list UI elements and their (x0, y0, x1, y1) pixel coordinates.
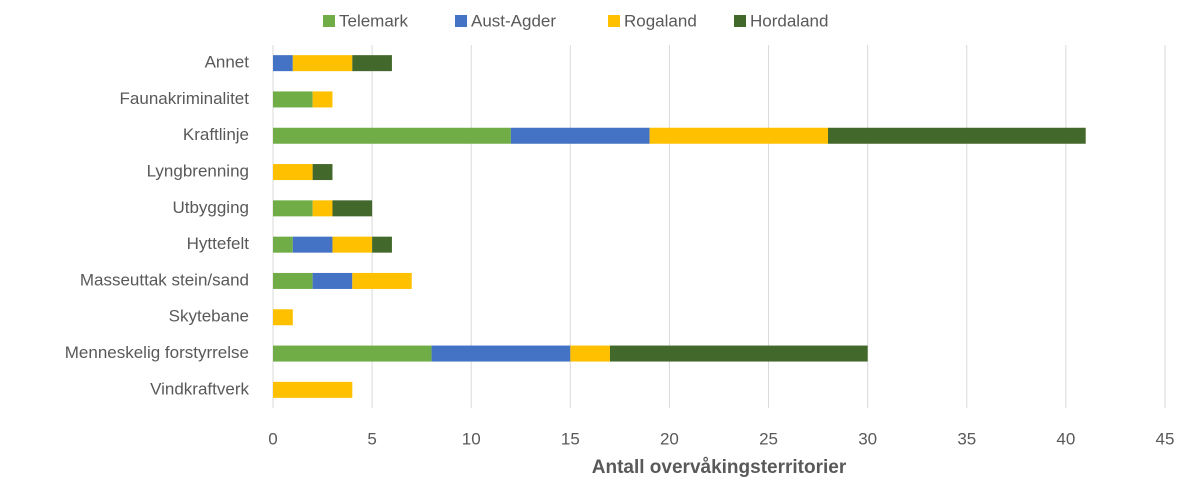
bar-segment (273, 55, 293, 72)
y-tick-label: Annet (205, 53, 250, 72)
y-tick-label: Vindkraftverk (150, 379, 249, 398)
bar-segment (273, 200, 313, 217)
bar-segment (273, 272, 313, 289)
bar-segment (352, 272, 412, 289)
bar-segment (312, 164, 333, 181)
bar-segment (273, 164, 313, 181)
legend-label: Hordaland (750, 11, 828, 30)
bar-segment (828, 127, 1086, 144)
x-tick-label: 40 (1056, 429, 1075, 448)
x-tick-label: 30 (858, 429, 877, 448)
bar-segment (312, 91, 333, 108)
legend-label: Telemark (339, 11, 408, 30)
legend-label: Aust-Agder (471, 11, 556, 30)
legend-swatch (323, 15, 335, 27)
bar-segment (312, 272, 353, 289)
x-tick-label: 45 (1156, 429, 1175, 448)
bar-segment (570, 345, 610, 362)
bar-segment (292, 236, 333, 253)
bar-segment (312, 200, 333, 217)
y-tick-label: Faunakriminalitet (120, 89, 250, 108)
y-tick-label: Lyngbrenning (147, 162, 249, 181)
bar-segment (609, 345, 868, 362)
bar-segment (273, 309, 293, 326)
x-tick-label: 10 (462, 429, 481, 448)
bar-segment (649, 127, 829, 144)
bar-segment (431, 345, 571, 362)
bar-segment (372, 236, 392, 253)
y-tick-label: Masseuttak stein/sand (80, 270, 249, 289)
x-tick-label: 0 (268, 429, 277, 448)
bar-segment (292, 55, 353, 72)
x-tick-label: 35 (957, 429, 976, 448)
x-tick-label: 25 (759, 429, 778, 448)
legend-swatch (734, 15, 746, 27)
legend-swatch (608, 15, 620, 27)
bar-segment (510, 127, 650, 144)
legend-swatch (455, 15, 467, 27)
y-tick-label: Hyttefelt (187, 234, 250, 253)
bar-segment (273, 127, 511, 144)
bar-segment (273, 91, 313, 108)
bar-segment (332, 200, 373, 217)
y-tick-label: Utbygging (172, 198, 249, 217)
x-tick-label: 5 (367, 429, 376, 448)
bar-segment (352, 55, 392, 72)
bar-segment (273, 345, 432, 362)
x-tick-label: 15 (561, 429, 580, 448)
y-tick-label: Kraftlinje (183, 125, 249, 144)
y-tick-label: Menneskelig forstyrrelse (65, 343, 249, 362)
x-tick-label: 20 (660, 429, 679, 448)
x-axis-title: Antall overvåkingsterritorier (592, 457, 847, 478)
bar-segment (273, 381, 353, 398)
bar-segment (332, 236, 373, 253)
legend-label: Rogaland (624, 11, 697, 30)
y-tick-label: Skytebane (169, 307, 249, 326)
bar-segment (273, 236, 293, 253)
